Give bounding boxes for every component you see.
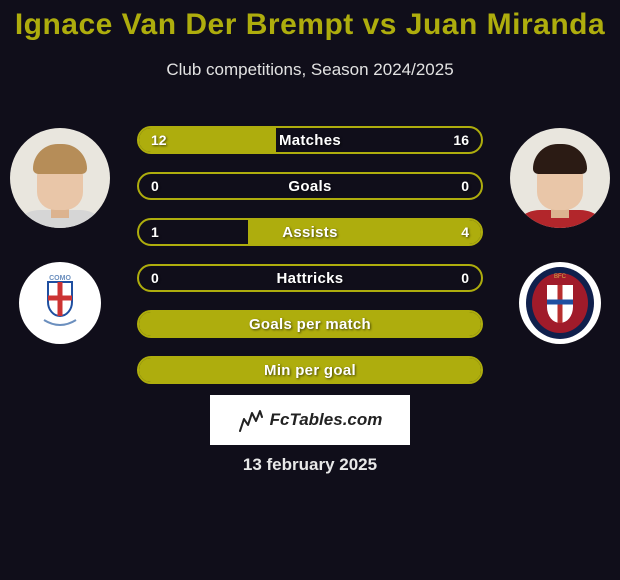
player-left-hair (33, 144, 87, 174)
stat-bar-label: Matches (139, 128, 481, 152)
stat-bar-right-value: 4 (449, 220, 481, 244)
stat-bar-label: Min per goal (139, 358, 481, 382)
stat-bar-left-value: 0 (139, 266, 171, 290)
club-right-icon: BFC (519, 262, 601, 344)
fctables-icon (238, 407, 264, 433)
stat-bar-right-value: 16 (441, 128, 481, 152)
stat-bar-row: Assists1 4 (137, 218, 483, 246)
stat-bar-left-value: 12 (139, 128, 179, 152)
stat-bar-label: Goals (139, 174, 481, 198)
page-title: Ignace Van Der Brempt vs Juan Miranda (0, 0, 620, 42)
stat-bar-right-value: 0 (449, 266, 481, 290)
stat-bar-label: Hattricks (139, 266, 481, 290)
club-right-badge: BFC (519, 262, 601, 344)
source-badge-text: FcTables.com (270, 410, 383, 430)
stat-bar-row: Matches12 16 (137, 126, 483, 154)
svg-text:BFC: BFC (554, 274, 567, 280)
player-left-avatar (10, 128, 110, 228)
player-right-avatar (510, 128, 610, 228)
stat-bar-row: Goals per match (137, 310, 483, 338)
stat-bars: Matches1216Goals00Assists14Hattricks00Go… (137, 126, 483, 402)
club-left-badge: COMO (19, 262, 101, 344)
player-right-hair (533, 144, 587, 174)
stat-bar-label: Assists (139, 220, 481, 244)
date-label: 13 february 2025 (0, 455, 620, 475)
stat-bar-row: Hattricks0 0 (137, 264, 483, 292)
stat-bar-row: Goals0 0 (137, 172, 483, 200)
stat-bar-row: Min per goal (137, 356, 483, 384)
stat-bar-label: Goals per match (139, 312, 481, 336)
source-badge: FcTables.com (210, 395, 410, 445)
stat-bar-left-value: 1 (139, 220, 171, 244)
club-left-icon: COMO (19, 262, 101, 344)
subtitle: Club competitions, Season 2024/2025 (0, 60, 620, 80)
svg-text:COMO: COMO (49, 275, 71, 282)
stat-bar-left-value: 0 (139, 174, 171, 198)
stat-bar-right-value: 0 (449, 174, 481, 198)
